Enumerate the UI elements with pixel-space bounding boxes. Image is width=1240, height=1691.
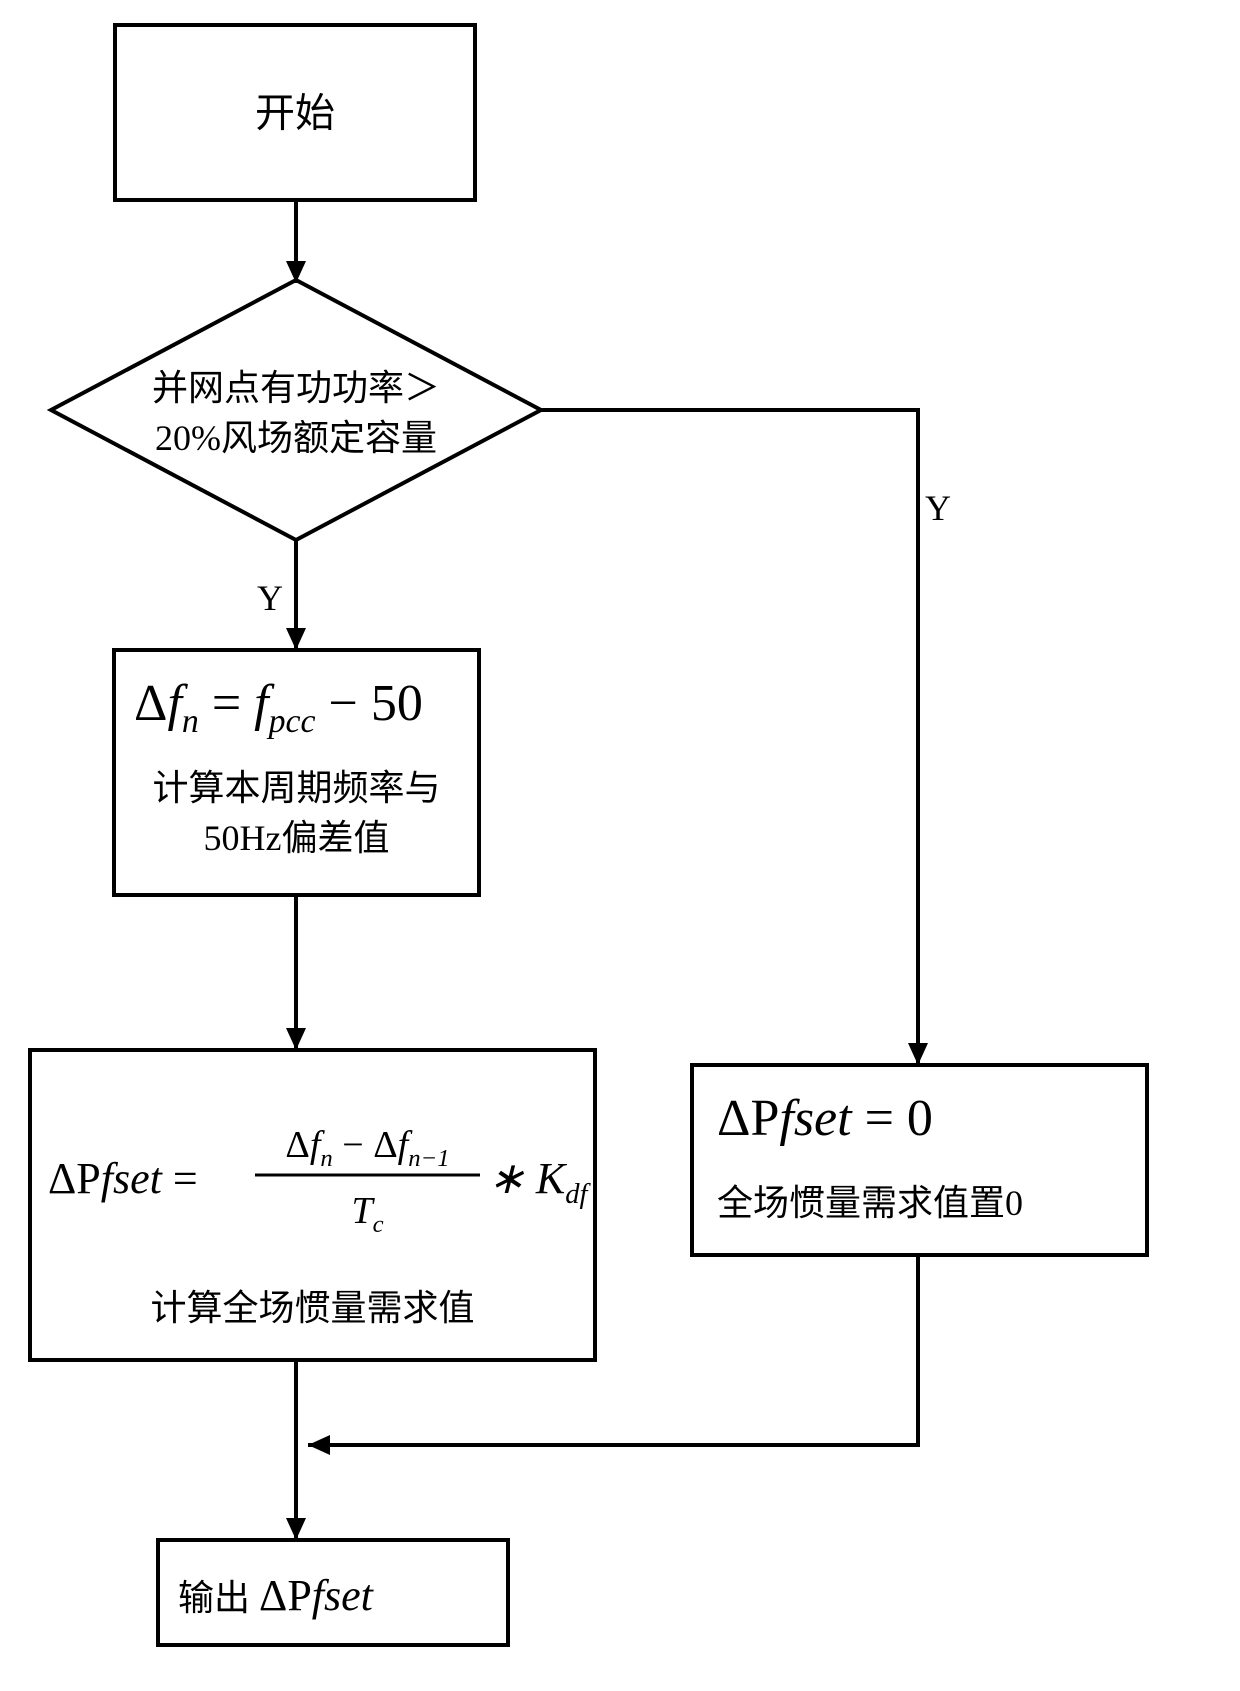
calc2-tail: ∗ Kdf xyxy=(488,1154,592,1210)
zero-formula: ΔPfset = 0 xyxy=(717,1090,933,1147)
calc1-formula: Δfn = fpcc − 50 xyxy=(134,675,423,740)
start-label: 开始 xyxy=(255,91,335,136)
edge-label: Y xyxy=(257,578,283,618)
calc2-caption: 计算全场惯量需求值 xyxy=(150,1288,474,1328)
calc1-caption2: 50Hz偏差值 xyxy=(204,818,390,858)
decision-line1: 并网点有功功率＞ xyxy=(152,368,440,408)
calc2-denominator: Tc xyxy=(351,1190,383,1238)
output-label: 输出 ΔPfset xyxy=(178,1571,375,1620)
calc1-caption1: 计算本周期频率与 xyxy=(152,768,440,808)
zero-caption: 全场惯量需求值置0 xyxy=(717,1183,1023,1223)
decision-line2: 20%风场额定容量 xyxy=(155,418,437,458)
calc2-lhs: ΔPfset = xyxy=(48,1154,198,1203)
calc2-numerator: Δfn − Δfn−1 xyxy=(285,1124,449,1172)
edge-label: Y xyxy=(925,488,951,528)
